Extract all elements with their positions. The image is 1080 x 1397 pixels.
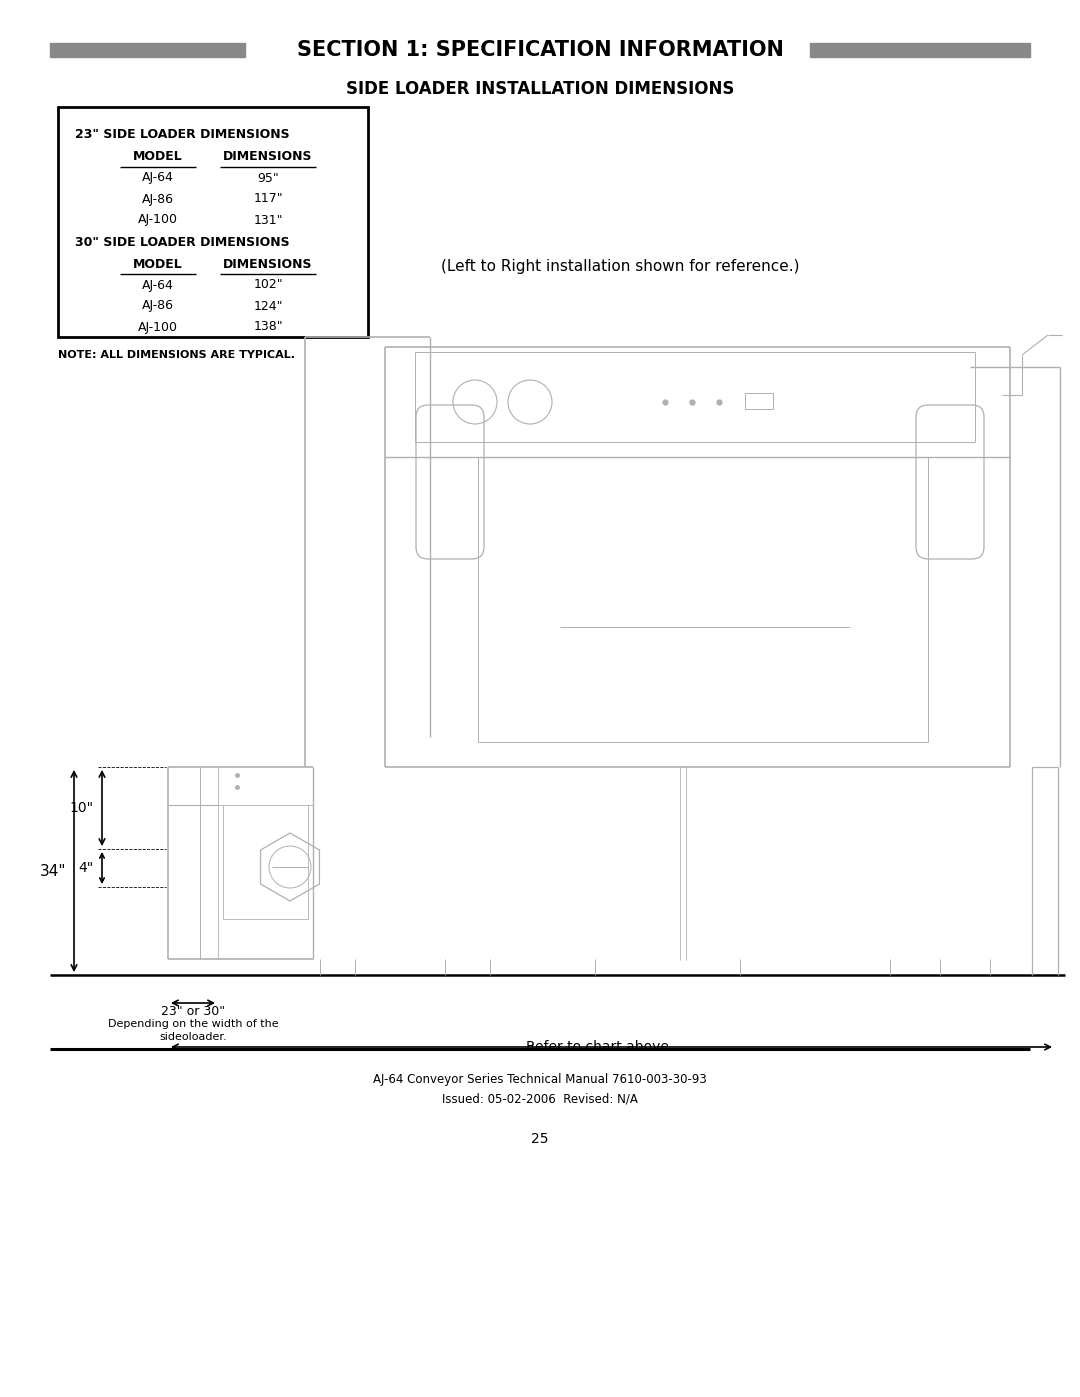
Text: 124": 124" [253,299,283,313]
Text: 25: 25 [531,1132,549,1146]
Text: Issued: 05-02-2006  Revised: N/A: Issued: 05-02-2006 Revised: N/A [442,1092,638,1105]
Text: Refer to chart above.: Refer to chart above. [526,1039,674,1053]
Text: 10": 10" [70,800,94,814]
Text: 4": 4" [79,861,94,875]
Text: MODEL: MODEL [133,151,183,163]
Text: Depending on the width of the: Depending on the width of the [108,1018,279,1030]
Text: 138": 138" [253,320,283,334]
Text: 102": 102" [253,278,283,292]
Text: AJ-64: AJ-64 [143,172,174,184]
Text: sideoloader.: sideoloader. [159,1032,227,1042]
Text: AJ-64 Conveyor Series Technical Manual 7610-003-30-93: AJ-64 Conveyor Series Technical Manual 7… [373,1073,707,1085]
Text: 23" SIDE LOADER DIMENSIONS: 23" SIDE LOADER DIMENSIONS [75,129,289,141]
Text: DIMENSIONS: DIMENSIONS [224,257,313,271]
Text: AJ-86: AJ-86 [141,299,174,313]
Text: NOTE: ALL DIMENSIONS ARE TYPICAL.: NOTE: ALL DIMENSIONS ARE TYPICAL. [58,351,295,360]
Text: AJ-100: AJ-100 [138,214,178,226]
Text: SIDE LOADER INSTALLATION DIMENSIONS: SIDE LOADER INSTALLATION DIMENSIONS [346,80,734,98]
Text: 95": 95" [257,172,279,184]
Text: 117": 117" [253,193,283,205]
Text: (Left to Right installation shown for reference.): (Left to Right installation shown for re… [441,260,799,274]
Text: AJ-64: AJ-64 [143,278,174,292]
Text: 23" or 30": 23" or 30" [161,1004,225,1018]
Bar [50,43,245,57]
Text: DIMENSIONS: DIMENSIONS [224,151,313,163]
Text: MODEL: MODEL [133,257,183,271]
Text: SECTION 1: SPECIFICATION INFORMATION: SECTION 1: SPECIFICATION INFORMATION [297,41,783,60]
Text: AJ-100: AJ-100 [138,320,178,334]
Text: 34": 34" [40,863,66,879]
Text: AJ-86: AJ-86 [141,193,174,205]
Bar [810,43,1030,57]
Bar [745,393,773,409]
Bar [58,108,368,337]
Text: 30" SIDE LOADER DIMENSIONS: 30" SIDE LOADER DIMENSIONS [75,236,289,249]
Text: 131": 131" [253,214,283,226]
